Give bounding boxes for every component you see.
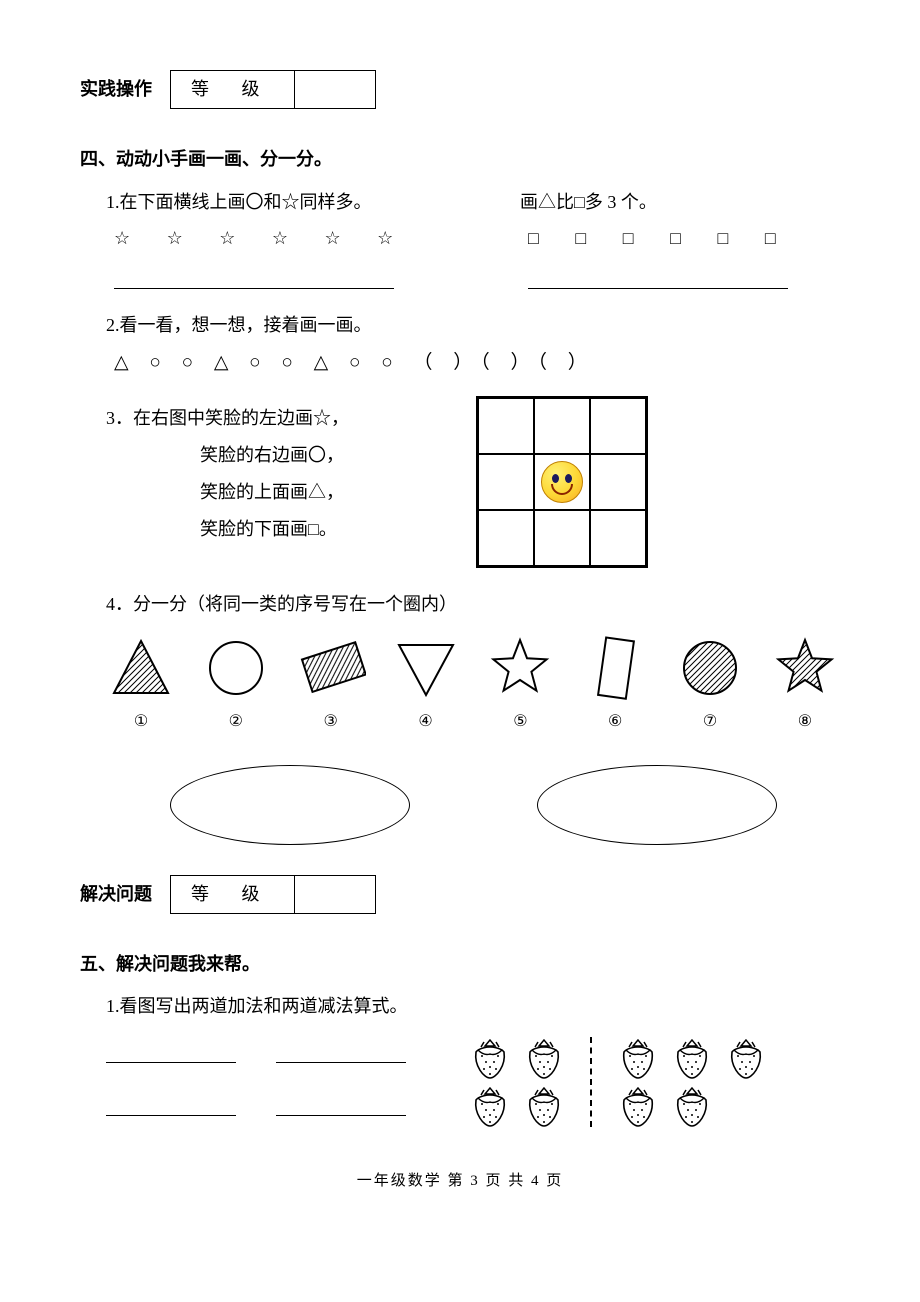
grid-cell[interactable] [478,510,534,566]
strawberry-icon [668,1084,716,1128]
eq-blank[interactable] [106,1092,236,1116]
strawberry-icon [466,1036,514,1080]
shape-label: ⑦ [703,709,717,735]
solve-label: 解决问题 [80,880,152,909]
q3-grid[interactable] [476,396,648,568]
answer-oval-2[interactable] [537,765,777,845]
practice-label: 实践操作 [80,75,152,104]
shape-label: ④ [418,709,432,735]
strawberry-left-group [466,1036,568,1128]
shape-4: ④ [391,633,461,735]
shape-label: ⑤ [513,709,527,735]
q1-left-text: 1.在下面横线上画〇和☆同样多。 [106,188,466,217]
strawberry-icon [520,1036,568,1080]
q2: 2.看一看，想一想，接着画一画。 △ ○ ○ △ ○ ○ △ ○ ○ （ ）（ … [106,311,840,378]
q2-text: 2.看一看，想一想，接着画一画。 [106,311,840,340]
q3-line3: 笑脸的上面画△， [200,478,426,507]
shape-label: ③ [324,709,338,735]
grid-cell[interactable] [590,454,646,510]
grid-cell[interactable] [478,454,534,510]
q3-line4: 笑脸的下面画□。 [200,515,426,544]
grade-blank-1[interactable] [295,71,375,108]
strawberry-icon [614,1036,662,1080]
eq-blank[interactable] [276,1039,406,1063]
shape-6: ⑥ [580,633,650,735]
grade-blank-2[interactable] [295,876,375,913]
q4-shapes-row: ① ② ③ ④ ⑤ ⑥ ⑦ ⑧ [106,633,840,735]
q3-line2: 笑脸的右边画〇， [200,441,426,470]
grid-cell[interactable] [590,398,646,454]
strawberry-icon [668,1036,716,1080]
q1-right-text: 画△比□多 3 个。 [520,188,840,217]
page-footer: 一年级数学 第 3 页 共 4 页 [80,1169,840,1193]
q1-left-blank[interactable] [114,265,394,289]
section5-title: 五、解决问题我来帮。 [80,950,840,979]
eq-blank[interactable] [276,1092,406,1116]
shape-1: ① [106,633,176,735]
grade-box-2: 等 级 [170,875,376,914]
shape-5: ⑤ [485,633,555,735]
answer-oval-1[interactable] [170,765,410,845]
smiley-icon [541,461,583,503]
grade-text-1: 等 级 [171,71,295,108]
shape-label: ① [134,709,148,735]
grid-cell[interactable] [534,398,590,454]
strawberry-icon [722,1036,770,1080]
practice-header: 实践操作 等 级 [80,70,840,109]
s5-q1-text: 1.看图写出两道加法和两道减法算式。 [106,992,840,1021]
q2-pattern: △ ○ ○ △ ○ ○ △ ○ ○ （ ）（ ）（ ） [114,348,840,378]
shape-label: ② [229,709,243,735]
grid-cell-smiley [534,454,590,510]
shape-7: ⑦ [675,633,745,735]
grid-cell[interactable] [590,510,646,566]
shape-2: ② [201,633,271,735]
s5-q1: 1.看图写出两道加法和两道减法算式。 [106,992,840,1134]
grade-text-2: 等 级 [171,876,295,913]
grid-cell[interactable] [534,510,590,566]
q1-squares: □ □ □ □ □ □ [528,224,840,253]
solve-header: 解决问题 等 级 [80,875,840,914]
q4-text: 4．分一分（将同一类的序号写在一个圈内） [106,590,840,619]
shape-8: ⑧ [770,633,840,735]
eq-blank[interactable] [106,1039,236,1063]
shape-label: ⑧ [798,709,812,735]
strawberry-right-group [614,1036,770,1128]
q1-row: 1.在下面横线上画〇和☆同样多。 ☆ ☆ ☆ ☆ ☆ ☆ 画△比□多 3 个。 … [106,188,840,290]
shape-label: ⑥ [608,709,622,735]
q3: 3．在右图中笑脸的左边画☆， 笑脸的右边画〇， 笑脸的上面画△， 笑脸的下面画□… [106,396,840,568]
strawberry-icon [520,1084,568,1128]
strawberry-icon [466,1084,514,1128]
grade-box-1: 等 级 [170,70,376,109]
q1-stars: ☆ ☆ ☆ ☆ ☆ ☆ [114,224,466,253]
strawberry-icon [614,1084,662,1128]
shape-3: ③ [296,633,366,735]
section4-title: 四、动动小手画一画、分一分。 [80,145,840,174]
q1-right-blank[interactable] [528,265,788,289]
q4-ovals [106,765,840,845]
grid-cell[interactable] [478,398,534,454]
strawberry-figure [466,1036,770,1128]
q4: 4．分一分（将同一类的序号写在一个圈内） ① ② ③ ④ ⑤ ⑥ ⑦ ⑧ [106,590,840,844]
divider-dashed [590,1037,592,1127]
q3-line1: 3．在右图中笑脸的左边画☆， [106,404,426,433]
